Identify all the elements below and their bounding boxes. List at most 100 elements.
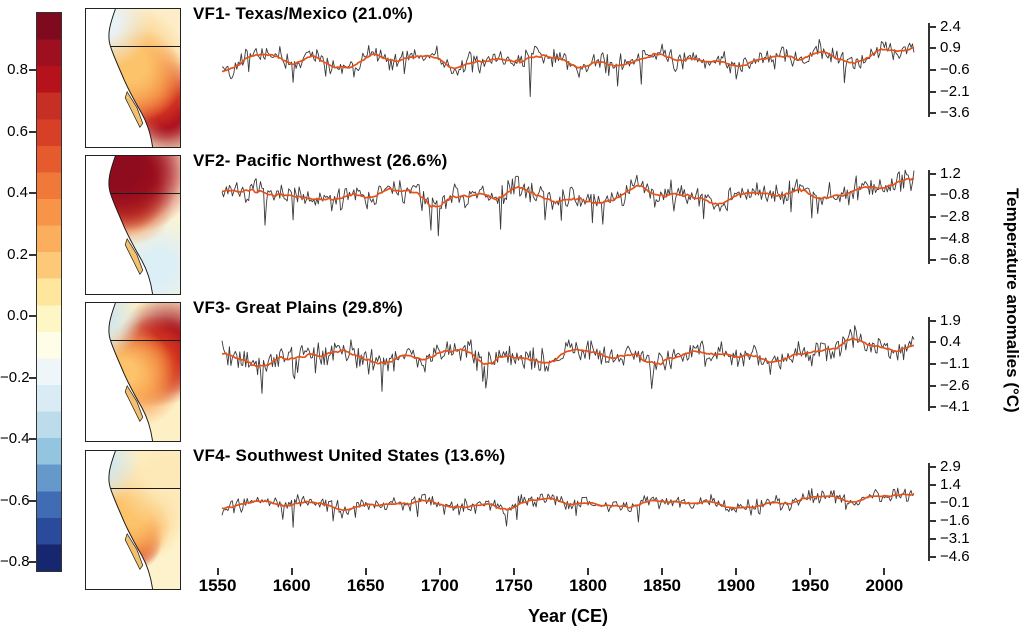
colorbar-tick-label: −0.8 [0,553,30,570]
x-tick-label: 1950 [791,576,830,595]
colorbar-tick-label: 0.2 [7,245,28,263]
y-tick-mark [928,259,936,262]
timeseries-plot-vf3: VF3- Great Plains (29.8%) [221,325,915,394]
right-axis-title: Temperature anomalies (°C) [1003,187,1022,413]
y-tick-label: −1.1 [940,355,970,372]
x-tick-label: 1550 [198,576,237,595]
y-tick-mark [928,194,936,197]
x-tick-mark [438,568,441,575]
x-tick-label: 1800 [569,576,607,595]
y-tick-label: −2.1 [940,82,970,100]
y-tick-label: −2.6 [940,376,970,394]
y-tick-mark [928,406,936,409]
y-tick-label: −0.1 [940,494,970,511]
y-tick-label: −4.8 [940,229,970,247]
panel-title-vf2: VF2- Pacific Northwest (26.6%) [193,151,448,170]
colorbar-tick-mark [29,130,36,133]
panel-title-vf3: VF3- Great Plains (29.8%) [193,298,404,317]
right-axis-vf4: 2.9 1.4 −0.1 −1.6 −3.1 −4.6 [928,458,1024,576]
y-tick-label: −4.6 [940,548,970,565]
colorbar-tick-label: 0.0 [7,307,28,324]
colorbar-tick-mark [29,315,36,317]
y-tick-label: 0.9 [940,39,961,57]
x-tick-mark [512,568,515,575]
y-tick-mark [928,90,936,93]
timeseries-plot-vf2: VF2- Pacific Northwest (26.6%) [221,169,915,237]
y-tick-label: −4.1 [940,398,970,416]
region-map-vf2 [85,155,181,295]
colorbar-tick-label: −0.4 [0,430,30,447]
region-map-vf1 [85,8,181,148]
colorbar-tick-mark [29,253,36,256]
y-tick-label: −3.6 [940,104,970,122]
y-tick-mark [928,47,936,50]
panel-title-vf4: VF4- Southwest United States (13.6%) [193,446,506,465]
y-tick-mark [928,319,936,322]
coastline-overlay [86,156,180,294]
y-tick-mark [928,384,936,387]
y-tick-mark [928,538,936,540]
colorbar-tick-mark [29,376,36,379]
x-tick-mark [364,568,367,575]
colorbar-tick-mark [29,438,36,440]
x-tick-mark [661,568,664,575]
x-tick-label: 1900 [717,576,756,595]
y-tick-label: −6.8 [940,251,970,269]
right-axis-line [928,463,930,561]
y-tick-mark [928,484,936,486]
panel-vf4: VF4- Southwest United States (13.6%) VF4… [0,446,1024,595]
colorbar-gradient [36,12,62,572]
y-tick-mark [928,341,936,344]
right-axis-vf3: 1.9 0.4 −1.1 −2.6 −4.1 [928,310,1024,428]
y-tick-mark [928,502,936,504]
panel-vf3: VF3- Great Plains (29.8%) VF3- Great Pla… [0,298,1024,447]
region-map-vf4 [85,450,181,590]
x-tick-label: 1650 [346,576,385,595]
right-axis-vf1: 2.4 0.9 −0.6 −2.1 −3.6 [928,16,1024,134]
x-tick-label: 1600 [272,576,311,595]
coastline-overlay [86,451,180,589]
colorbar-tick-mark [29,192,36,194]
colorbar-tick-label: 0.6 [7,122,28,140]
y-tick-label: −3.1 [940,530,970,547]
x-tick-label: 1700 [420,576,459,595]
y-tick-label: −0.8 [940,186,970,204]
x-tick-mark [587,568,589,575]
x-axis: 1550 1600 1650 1700 1750 1800 1850 1900 1950 2000 [0,568,1024,602]
x-tick-label: 1850 [643,576,682,595]
colorbar-tick-label: −0.6 [0,491,30,509]
y-tick-label: 0.4 [940,333,961,351]
y-tick-mark [928,112,936,115]
panel-vf1: VF1- Texas/Mexico (21.0%) VF1- Texas/Mex… [0,4,1024,153]
y-tick-mark [928,556,936,558]
y-tick-label: −2.8 [940,208,970,225]
colorbar-tick-mark [29,561,36,563]
colorbar-tick-label: −0.2 [0,368,30,386]
x-tick-label: 2000 [865,576,904,595]
colorbar: 0.8 0.6 0.4 0.2 0.0 −0.2 −0.4 −0.6 −0.8 [0,12,36,572]
y-tick-mark [928,363,936,365]
y-tick-mark [928,520,936,522]
x-tick-mark [216,568,219,575]
x-axis-title: Year (CE) [527,606,609,626]
y-tick-mark [928,25,936,28]
y-tick-label: 2.9 [940,458,961,475]
y-tick-mark [928,216,936,218]
x-tick-mark [883,568,886,575]
y-tick-label: 1.9 [940,311,961,329]
x-tick-label: 1750 [494,576,533,595]
y-tick-mark [928,237,936,240]
right-axis-vf2: 1.2 −0.8 −2.8 −4.8 −6.8 [928,163,1024,281]
x-tick-mark [735,568,738,575]
y-tick-label: −0.6 [940,61,970,78]
coastline-overlay [86,303,180,441]
colorbar-tick-mark [29,69,36,71]
y-tick-mark [928,69,936,71]
colorbar-tick-label: 0.8 [7,61,28,78]
y-tick-label: 2.4 [940,17,961,35]
panel-vf2: VF2- Pacific Northwest (26.6%) VF2- Paci… [0,151,1024,300]
region-map-vf3 [85,302,181,442]
y-tick-label: 1.2 [940,164,961,182]
y-tick-label: −1.6 [940,512,970,529]
